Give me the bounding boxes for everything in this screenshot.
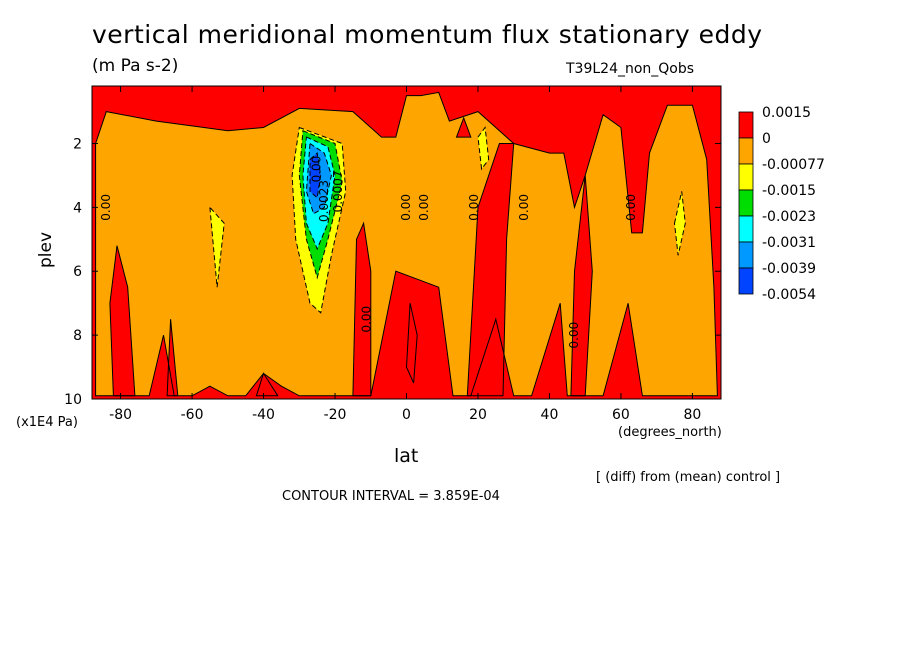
contour-line-8	[255, 372, 279, 397]
contour-label: 0.00	[310, 156, 324, 183]
diff-note: [ (diff) from (mean) control ]	[596, 470, 781, 485]
contour-label: 0.0023	[317, 180, 331, 222]
chart-units: (m Pa s-2)	[92, 56, 179, 76]
contour-region-12	[674, 191, 686, 256]
contour-line-13	[291, 126, 347, 314]
colorbar-label: -0.0054	[762, 287, 816, 303]
contour-line-15	[302, 136, 336, 251]
run-id: T39L24_non_Qobs	[566, 61, 695, 77]
contour-line-3	[166, 319, 179, 397]
contour-label: 0.00	[567, 322, 581, 349]
contour-line-17	[309, 152, 322, 199]
contour-label: 0.00	[517, 194, 531, 221]
colorbar-label: -0.0015	[762, 183, 816, 199]
contour-line-6	[466, 143, 515, 397]
contour-region-10	[209, 207, 225, 288]
y-tick-label: 4	[73, 200, 82, 216]
colorbar-swatch	[738, 163, 754, 191]
x-axis-label: lat	[394, 445, 419, 467]
x-tick-label: 60	[612, 407, 630, 423]
contour-region-9	[456, 117, 471, 138]
x-tick-label: -60	[181, 407, 204, 423]
contour-label: 0.0007	[331, 170, 345, 212]
contour-line-4	[352, 221, 372, 397]
contour-label: 0.00	[399, 194, 413, 221]
contour-region-2	[109, 245, 135, 396]
colorbar-swatch	[738, 241, 754, 269]
y-tick-label: 2	[73, 136, 82, 152]
x-tick-label: 20	[469, 407, 487, 423]
x-tick-label: -40	[252, 407, 275, 423]
y-axis: 2 4 6 8 10	[64, 136, 721, 408]
chart-title: vertical meridional momentum flux statio…	[92, 20, 763, 49]
contour-line-11	[477, 126, 490, 171]
contour-line-16	[305, 142, 332, 215]
y-axis-unit: (x1E4 Pa)	[16, 415, 78, 430]
x-tick-label: 0	[402, 407, 411, 423]
colorbar-label: 0	[762, 131, 771, 147]
contour-line-9	[455, 116, 472, 138]
colorbar-swatch	[738, 111, 754, 139]
y-axis-label: plev	[36, 231, 57, 269]
contour-label: 0.00	[467, 194, 481, 221]
contour-line-5	[405, 303, 418, 384]
colorbar-label: 0.0015	[762, 105, 811, 121]
y-tick-label: 8	[73, 328, 82, 344]
x-axis: -80 -60 -40 -20 0 20 40 60 80	[109, 86, 701, 423]
contour-line-1	[95, 91, 718, 397]
contour-label: 0.00	[360, 306, 374, 333]
contour-label: 0.00	[417, 194, 431, 221]
contour-line-12	[673, 191, 686, 256]
colorbar-swatch	[738, 189, 754, 217]
x-tick-label: -80	[109, 407, 132, 423]
filled-contours	[92, 86, 721, 399]
colorbar-swatch	[738, 215, 754, 243]
contour-region-6	[467, 143, 514, 396]
x-tick-label: 80	[683, 407, 701, 423]
colorbar-swatch	[738, 267, 754, 295]
colorbar-swatch	[738, 137, 754, 165]
contour-line-10	[209, 205, 225, 288]
colorbar: 0.0015 0 -0.00077 -0.0015 -0.0023 -0.0031 -0.0…	[738, 105, 825, 303]
colorbar-label: -0.0023	[762, 209, 816, 225]
zero-contour-lines	[95, 91, 718, 397]
x-tick-label: -20	[324, 407, 347, 423]
contour-region-4	[352, 223, 371, 396]
colorbar-label: -0.00077	[762, 157, 825, 173]
contour-label: 0.00	[99, 194, 113, 221]
y-tick-label: 10	[64, 392, 82, 408]
contour-label: 0.00	[624, 194, 638, 221]
contour-line-14	[298, 129, 343, 280]
y-tick-label: 6	[73, 264, 82, 280]
colorbar-label: -0.0039	[762, 261, 816, 277]
contour-line-7	[570, 175, 593, 397]
contour-region-7	[570, 175, 593, 396]
contour-interval: CONTOUR INTERVAL = 3.859E-04	[282, 489, 500, 504]
x-tick-label: 40	[541, 407, 559, 423]
x-axis-unit: (degrees_north)	[618, 425, 722, 440]
contour-line-2	[109, 245, 136, 397]
colorbar-label: -0.0031	[762, 235, 816, 251]
contour-region-17	[310, 153, 321, 198]
